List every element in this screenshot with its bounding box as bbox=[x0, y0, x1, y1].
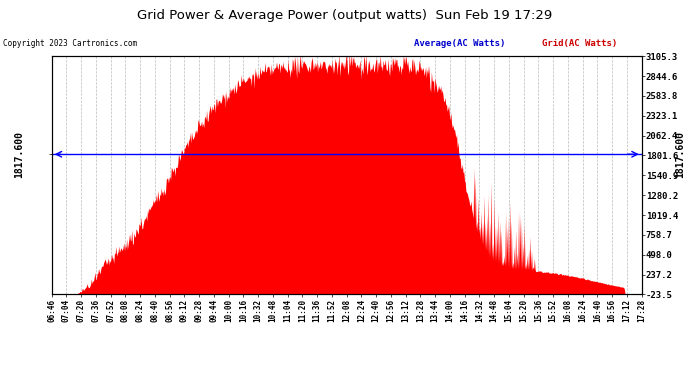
Text: Copyright 2023 Cartronics.com: Copyright 2023 Cartronics.com bbox=[3, 39, 137, 48]
Text: Average(AC Watts): Average(AC Watts) bbox=[414, 39, 505, 48]
Text: 1817.600: 1817.600 bbox=[14, 131, 24, 178]
Text: Grid Power & Average Power (output watts)  Sun Feb 19 17:29: Grid Power & Average Power (output watts… bbox=[137, 9, 553, 22]
Text: Grid(AC Watts): Grid(AC Watts) bbox=[542, 39, 617, 48]
Text: 1817.600: 1817.600 bbox=[675, 131, 685, 178]
